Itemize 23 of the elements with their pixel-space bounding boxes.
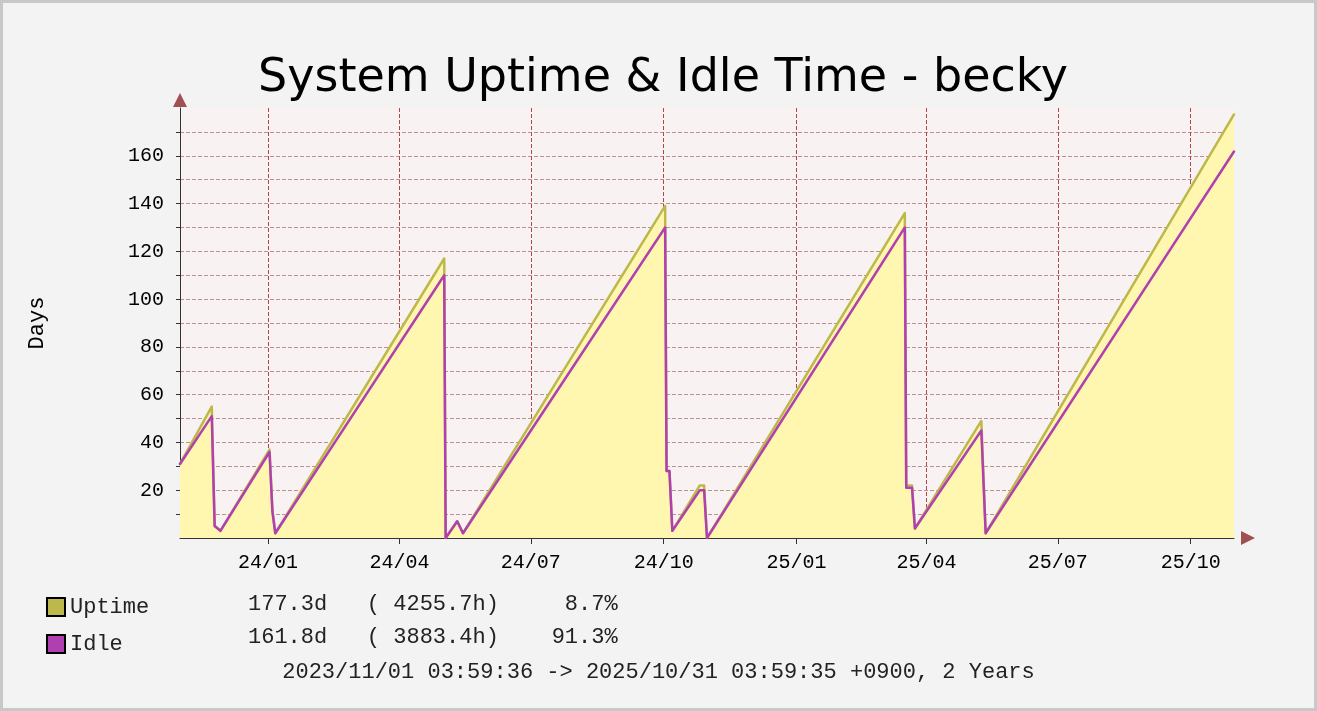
text: 2023/11/01 03:59:36 -> 2025/10/31 03:59:35 +0900, 2 Years bbox=[282, 659, 1035, 685]
y-tick-label: 80 bbox=[139, 335, 164, 359]
text: 177.3d ( 4255.7h) 8.7% bbox=[248, 591, 619, 617]
y-tick-label: 140 bbox=[127, 192, 164, 216]
y-tick-label: 120 bbox=[127, 239, 164, 263]
y-tick-label: 60 bbox=[139, 383, 164, 407]
y-tick-label: 100 bbox=[127, 287, 164, 311]
x-tick-label: 24/04 bbox=[369, 550, 430, 574]
x-tick-label: 24/10 bbox=[633, 550, 694, 574]
y-tick-label: 40 bbox=[139, 430, 164, 454]
legend-label: Idle bbox=[70, 631, 123, 657]
x-tick-label: 24/07 bbox=[500, 550, 561, 574]
y-axis-title: Days bbox=[24, 296, 50, 350]
x-tick-label: 24/01 bbox=[238, 550, 299, 574]
legend-label: Uptime bbox=[70, 594, 150, 620]
x-tick-label: 25/01 bbox=[766, 550, 827, 574]
x-tick-label: 25/10 bbox=[1160, 550, 1221, 574]
text: 161.8d ( 3883.4h) 91.3% bbox=[248, 624, 619, 650]
chart-title: System Uptime & Idle Time - becky bbox=[258, 48, 1068, 102]
y-tick-label: 20 bbox=[139, 478, 164, 502]
x-tick-label: 25/04 bbox=[896, 550, 957, 574]
y-tick-label: 160 bbox=[127, 144, 164, 168]
x-tick-label: 25/07 bbox=[1027, 550, 1088, 574]
